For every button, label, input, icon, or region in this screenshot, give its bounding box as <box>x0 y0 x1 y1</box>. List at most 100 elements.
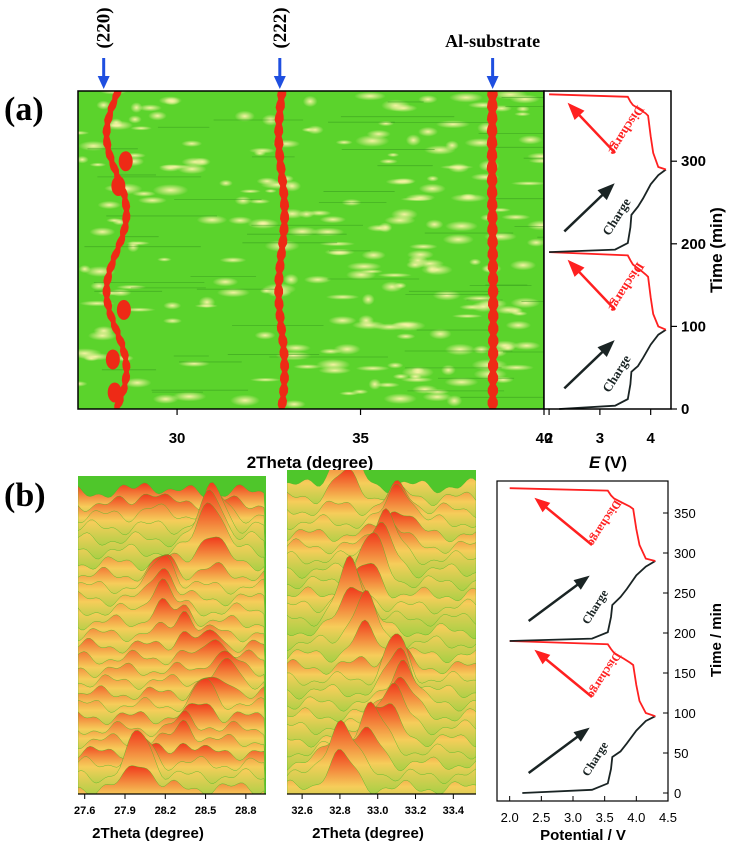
potential-a-x-tick-label: 4 <box>647 430 656 447</box>
heatmap-blob <box>216 288 250 298</box>
potential-a-x-axis-label: E (V) <box>589 453 627 472</box>
discharge-arrow <box>540 654 593 698</box>
heatmap-blob <box>451 314 483 319</box>
heatmap-blob <box>407 249 434 260</box>
heatmap-blob <box>249 377 282 382</box>
heatmap-blob <box>116 284 147 290</box>
potential-b-y-tick-label: 250 <box>674 586 696 601</box>
heatmap-blob <box>164 97 180 106</box>
charge-arrow-head <box>597 340 615 357</box>
heatmap-blob <box>319 348 342 355</box>
heatmap-blob <box>78 380 88 387</box>
heatmap-blob <box>439 164 474 170</box>
potential-b-y-tick-label: 0 <box>674 786 681 801</box>
panel-label-a: (a) <box>4 91 44 128</box>
potential-b-x-tick-label: 2.5 <box>532 810 550 825</box>
heatmap-blob <box>435 120 471 129</box>
heatmap-blob <box>510 181 544 186</box>
heatmap-blob <box>516 105 530 113</box>
heatmap-x-axis-label: 2Theta (degree) <box>247 453 374 472</box>
heatmap-blob <box>219 257 247 264</box>
heatmap-blob <box>325 294 360 300</box>
heatmap-intensity-blobs <box>78 91 544 409</box>
heatmap-blob <box>78 265 91 274</box>
potential-a-x-axis-unit: (V) <box>604 453 627 472</box>
potential-a-ticks: 2 3 4 0 100 200 300 <box>545 153 706 447</box>
heatmap-blob <box>405 134 421 146</box>
heatmap-blob <box>393 177 416 185</box>
charge-arrow-head <box>573 727 590 742</box>
peak-marker-arrow-head <box>486 76 499 89</box>
heatmap-blob <box>282 180 302 192</box>
heatmap-blob <box>157 257 172 262</box>
heatmap-blob <box>432 290 461 301</box>
heatmap-blob <box>366 224 392 232</box>
heatmap-blob <box>130 102 143 113</box>
heatmap-blob <box>379 158 398 164</box>
heatmap-blob <box>319 215 346 224</box>
heatmap-blob <box>512 341 541 350</box>
heatmap-blob <box>234 196 252 206</box>
heatmap-blob <box>324 248 355 256</box>
peak-marker-arrow-head <box>97 76 110 89</box>
surface-222-x-axis-label: 2Theta (degree) <box>312 825 424 842</box>
heatmap-blob <box>78 155 89 164</box>
surface-x-tick-label: 28.2 <box>155 805 176 817</box>
heatmap-blob <box>230 394 260 407</box>
heatmap-blob <box>316 359 351 371</box>
heatmap-blob <box>303 275 332 284</box>
heatmap-blob <box>335 139 353 145</box>
heatmap-blob <box>361 250 386 260</box>
potential-b-x-tick-label: 3.0 <box>564 810 582 825</box>
heatmap-blob <box>400 376 434 383</box>
heatmap-blob <box>514 111 531 117</box>
potential-b-y-tick-label: 50 <box>674 746 688 761</box>
heatmap-blob <box>130 126 152 131</box>
heatmap-blob <box>381 281 403 293</box>
discharge-arrow-head <box>534 649 551 665</box>
heatmap-blob <box>400 197 433 202</box>
heatmap-peak-traces <box>102 91 499 409</box>
discharge-curve <box>509 640 656 718</box>
heatmap-blob <box>281 343 311 353</box>
surface-x-tick-label: 33.0 <box>367 805 388 817</box>
potential-b-y-axis-label: Time / min <box>708 603 725 677</box>
heatmap-trace-220 <box>102 91 131 409</box>
heatmap-blob <box>429 328 452 340</box>
heatmap-blob <box>450 193 487 203</box>
heatmap-blob <box>444 343 476 356</box>
heatmap-blob <box>234 110 255 122</box>
heatmap-blob <box>445 220 478 232</box>
heatmap-blob <box>162 317 182 324</box>
potential-b-y-tick-label: 300 <box>674 546 696 561</box>
heatmap-blob <box>418 126 438 137</box>
heatmap-blob <box>526 238 544 247</box>
charge-arrow <box>563 189 609 233</box>
heatmap-blob <box>78 130 90 136</box>
heatmap-x-tick-label: 40 <box>536 430 553 447</box>
heatmap-blob <box>373 323 406 331</box>
charge-curve <box>549 168 667 253</box>
charge-arrow-head <box>573 575 590 590</box>
heatmap-blob <box>254 331 276 340</box>
heatmap-trace-al <box>486 91 499 409</box>
potential-a-y-axis-label: Time (min) <box>707 207 726 293</box>
surface-x-tick-label: 27.9 <box>114 805 135 817</box>
heatmap-blob <box>109 118 123 128</box>
heatmap-blob <box>412 384 438 394</box>
heatmap-blob <box>125 241 151 246</box>
potential-b-y-tick-label: 150 <box>674 666 696 681</box>
heatmap-blob <box>507 307 524 315</box>
potential-a-y-tick-label: 200 <box>681 236 706 253</box>
surface-x-tick-label: 33.4 <box>443 805 465 817</box>
charge-arrow-head <box>597 183 615 201</box>
heatmap-hotspot <box>107 382 122 403</box>
heatmap-blob <box>418 183 446 194</box>
heatmap-blob <box>239 189 261 194</box>
heatmap-blob <box>228 216 253 225</box>
heatmap-blob <box>198 296 216 309</box>
heatmap-blob <box>360 269 383 274</box>
peak-marker-label: (220) <box>94 7 115 48</box>
surface-220-ridges <box>78 482 266 794</box>
potential-b-x-tick-label: 2.0 <box>501 810 519 825</box>
